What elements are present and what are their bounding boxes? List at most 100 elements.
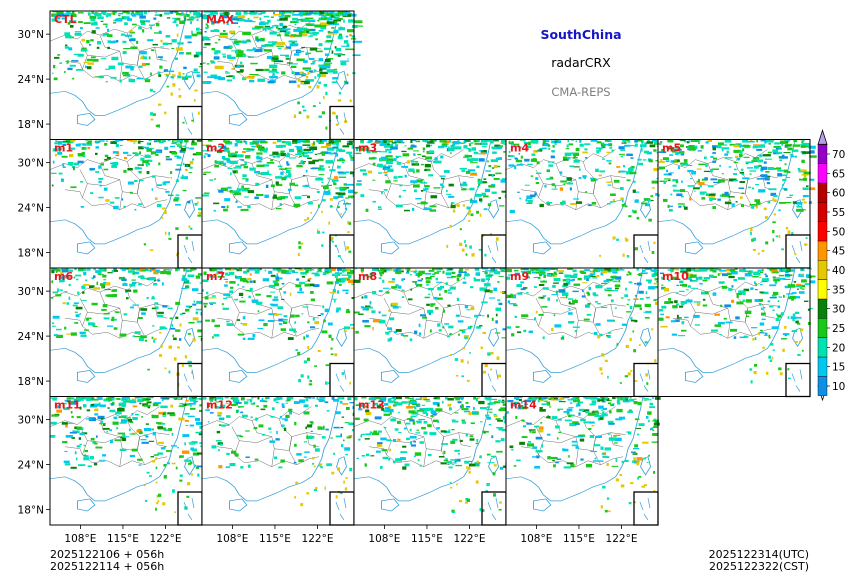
valid-time-utc: 2025122314(UTC) — [708, 548, 809, 561]
panel-CTL: CTL — [49, 10, 207, 141]
init-time-block: 2025122106 + 056h 2025122114 + 056h — [50, 549, 164, 573]
lon-tick-label: 108°E — [368, 533, 400, 545]
panel-m11: m11 — [49, 395, 207, 526]
panel-label: m10 — [662, 270, 689, 283]
lat-tick-label: 24°N — [18, 460, 44, 472]
panel-m6: m6 — [49, 267, 207, 398]
panel-label: m13 — [358, 399, 385, 412]
colorbar-box — [817, 182, 828, 203]
radar-echoes — [202, 396, 358, 507]
lon-tick-label: 122°E — [150, 533, 182, 545]
lon-tick-label: 115°E — [411, 533, 443, 545]
panel-label: m7 — [206, 270, 225, 283]
panel-label: m12 — [206, 399, 233, 412]
colorbar-box — [817, 260, 828, 280]
colorbar-box — [817, 318, 828, 338]
lon-tick-label: 115°E — [107, 533, 139, 545]
colorbar-level-label: 65 — [832, 168, 845, 180]
radar-echoes — [658, 139, 817, 256]
panel-m12: m12 — [201, 395, 358, 526]
panel-label: m3 — [358, 142, 377, 155]
title-block: SouthChina radarCRX CMA-REPS — [540, 27, 621, 99]
panel-label: m2 — [206, 142, 225, 155]
valid-time-block: 2025122314(UTC) 2025122322(CST) — [709, 549, 809, 573]
panel-label: m5 — [662, 142, 681, 155]
lon-tick-label: 122°E — [302, 533, 334, 545]
colorbar-level-label: 45 — [832, 246, 845, 258]
radar-echoes — [51, 139, 206, 257]
panel-m1: m1 — [49, 138, 206, 269]
lat-tick-label: 30°N — [18, 29, 44, 41]
lat-tick-label: 30°N — [18, 415, 44, 427]
radar-echoes — [354, 139, 513, 257]
panel-m3: m3 — [353, 138, 513, 269]
colorbar-level-label: 25 — [832, 323, 845, 335]
panel-label: m14 — [510, 399, 537, 412]
lat-tick-label: 24°N — [18, 74, 44, 86]
panel-label: m1 — [54, 142, 73, 155]
region-title: SouthChina — [540, 27, 621, 42]
radar-echoes — [202, 11, 364, 130]
lon-tick-label: 115°E — [563, 533, 595, 545]
latitude-tick-labels: 30°N 24°N 18°N 30°N 24°N 18°N 30°N 24°N 18°N 30°N… — [18, 29, 50, 517]
system-title: CMA-REPS — [551, 85, 610, 99]
colorbar-box — [817, 144, 828, 164]
colorbar-level-label: 40 — [832, 265, 845, 277]
lat-tick-label: 18°N — [18, 119, 44, 131]
colorbar-box — [817, 279, 828, 300]
variable-title: radarCRX — [551, 55, 611, 70]
panel-m8: m8 — [353, 267, 509, 398]
radar-echoes — [202, 268, 358, 386]
panel-m4: m4 — [505, 138, 662, 269]
radar-echoes — [202, 139, 358, 258]
panel-label: m11 — [54, 399, 81, 412]
colorbar-level-label: 70 — [832, 149, 845, 161]
colorbar-level-label: 15 — [832, 362, 845, 374]
lon-tick-label: 108°E — [520, 533, 552, 545]
colorbar-box — [817, 221, 828, 242]
colorbar-box — [817, 298, 828, 319]
lat-tick-label: 30°N — [18, 286, 44, 298]
colorbar-box — [817, 337, 828, 358]
colorbar-box — [817, 376, 828, 396]
init-time-utc: 2025122106 + 056h — [50, 548, 165, 561]
panel-MAX: MAX — [201, 10, 364, 141]
radar-echoes — [51, 268, 207, 387]
lat-tick-label: 30°N — [18, 158, 44, 170]
lon-tick-label: 108°E — [216, 533, 248, 545]
colorbar-level-label: 60 — [832, 188, 845, 200]
colorbar-level-label: 30 — [832, 304, 845, 316]
colorbar-box — [817, 163, 828, 184]
panel-label: m8 — [358, 270, 377, 283]
radar-echoes — [354, 268, 509, 382]
colorbar-level-label: 10 — [832, 381, 845, 393]
radar-echoes — [51, 11, 207, 128]
colorbar-box — [817, 202, 828, 222]
panel-label: CTL — [54, 13, 77, 26]
panel-label: MAX — [206, 13, 234, 26]
radar-echoes — [506, 396, 661, 513]
colorbar-box — [817, 240, 828, 261]
lat-tick-label: 18°N — [18, 248, 44, 260]
lon-tick-label: 115°E — [259, 533, 291, 545]
colorbar-box — [817, 356, 828, 377]
lon-tick-label: 108°E — [64, 533, 96, 545]
panel-m10: m10 — [657, 267, 816, 398]
lat-tick-label: 18°N — [18, 505, 44, 517]
colorbar: 10 15 20 25 30 35 40 45 50 55 60 65 70 — [817, 128, 845, 402]
panel-m9: m9 — [505, 267, 663, 398]
colorbar-level-label: 50 — [832, 226, 845, 238]
colorbar-level-label: 35 — [832, 284, 845, 296]
panel-label: m9 — [510, 270, 529, 283]
panel-m2: m2 — [201, 138, 358, 269]
lon-tick-label: 122°E — [454, 533, 486, 545]
radar-echoes — [50, 396, 207, 513]
panel-label: m6 — [54, 270, 73, 283]
radar-echoes — [354, 396, 512, 513]
lat-tick-label: 18°N — [18, 376, 44, 388]
panel-grid: CTL MAX m1 m2 m3 m4 m5 m6 m7 m8 m9 m10 m11 m12 m13 m14 — [49, 10, 817, 526]
panel-label: m4 — [510, 142, 529, 155]
radar-echoes — [507, 139, 662, 258]
colorbar-level-label: 20 — [832, 342, 845, 354]
